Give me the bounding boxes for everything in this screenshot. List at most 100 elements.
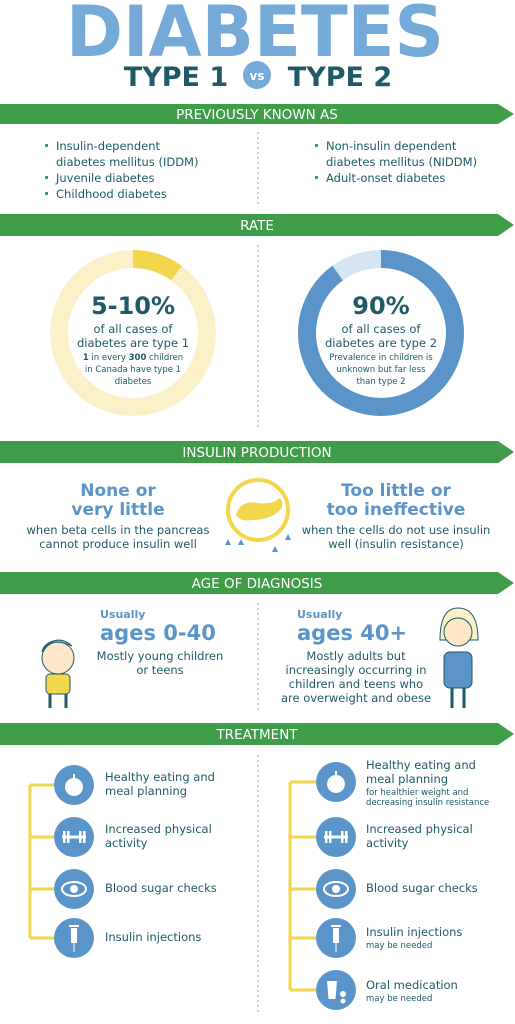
treatment-icon bbox=[54, 869, 94, 909]
treatment-icon bbox=[316, 869, 356, 909]
treatment-text: activity bbox=[105, 836, 148, 850]
rate-text: of all cases of bbox=[341, 322, 421, 336]
stem bbox=[335, 771, 337, 776]
vs-badge bbox=[243, 61, 271, 89]
insulin-text: cannot produce insulin well bbox=[39, 537, 197, 551]
list-item: Non-insulin dependent bbox=[326, 139, 457, 153]
treatment-icon bbox=[54, 765, 94, 805]
list-item: diabetes mellitus (IDDM) bbox=[56, 155, 198, 169]
age-text: increasingly occurring in bbox=[286, 663, 427, 677]
plate bbox=[83, 831, 86, 843]
bullet bbox=[45, 144, 48, 147]
section-heading: PREVIOUSLY KNOWN AS bbox=[176, 107, 338, 123]
treatment-note: may be needed bbox=[366, 941, 432, 951]
treatment-icon bbox=[316, 970, 356, 1010]
bullet bbox=[315, 176, 318, 179]
list-item: Adult-onset diabetes bbox=[326, 171, 445, 185]
section-heading: INSULIN PRODUCTION bbox=[182, 445, 331, 461]
note-part: than type 2 bbox=[356, 377, 405, 387]
pill bbox=[340, 998, 346, 1004]
banner bbox=[0, 723, 514, 745]
insulin-text: when beta cells in the pancreas bbox=[27, 523, 210, 537]
insulin-title: too ineffective bbox=[327, 500, 466, 520]
subtitle: TYPE 2 bbox=[288, 62, 392, 93]
age-text: or teens bbox=[136, 663, 183, 677]
treatment-text: Healthy eating and bbox=[366, 758, 476, 772]
insulin-title: very little bbox=[71, 500, 164, 520]
rate-note: than type 2 bbox=[356, 377, 405, 387]
treatment-note: may be needed bbox=[366, 994, 432, 1004]
bracket bbox=[28, 783, 54, 940]
treatment-text: activity bbox=[366, 836, 409, 850]
glass bbox=[327, 981, 337, 999]
pill bbox=[340, 991, 346, 997]
age-text: children and teens who bbox=[289, 677, 423, 691]
ring-arc bbox=[298, 250, 464, 416]
banner bbox=[0, 104, 514, 124]
section-heading: RATE bbox=[240, 218, 274, 234]
rate-value: 90% bbox=[352, 292, 409, 320]
treatment-icon bbox=[316, 918, 356, 958]
insulin-title: None or bbox=[80, 481, 156, 501]
list-item: Childhood diabetes bbox=[56, 187, 167, 201]
bracket bbox=[288, 780, 316, 992]
treatment-note: decreasing insulin resistance bbox=[366, 798, 489, 808]
plate bbox=[325, 831, 328, 843]
eye bbox=[61, 881, 87, 897]
treatment-note: for healthier weight and bbox=[366, 788, 468, 798]
age-text: are overweight and obese bbox=[281, 691, 431, 705]
ages: ages 40+ bbox=[297, 621, 407, 645]
treatment-icon bbox=[54, 817, 94, 857]
syringe bbox=[333, 928, 339, 943]
treatment-text: meal planning bbox=[366, 772, 448, 786]
note-part: unknown but far less bbox=[337, 365, 427, 375]
banner bbox=[0, 441, 514, 463]
rate-text: diabetes are type 2 bbox=[325, 336, 437, 350]
plunger bbox=[331, 925, 341, 927]
treatment-icon bbox=[316, 762, 356, 802]
apple bbox=[65, 778, 83, 796]
title: DIABETES bbox=[66, 0, 444, 73]
bullet bbox=[45, 192, 48, 195]
vs: vs bbox=[250, 69, 265, 83]
banners bbox=[0, 104, 514, 745]
plunger bbox=[69, 925, 79, 927]
plate bbox=[63, 831, 66, 843]
bullet bbox=[45, 176, 48, 179]
section-heading: AGE OF DIAGNOSIS bbox=[192, 576, 323, 592]
note-part: 300 bbox=[129, 353, 147, 363]
usually: Usually bbox=[297, 608, 342, 621]
pancreas-icon bbox=[225, 478, 291, 552]
treatment-text: Blood sugar checks bbox=[105, 881, 217, 895]
ages: ages 0-40 bbox=[100, 621, 216, 645]
rate-note: in Canada have type 1 bbox=[85, 365, 181, 375]
pupil bbox=[70, 885, 78, 893]
plate bbox=[329, 831, 332, 843]
bar bbox=[324, 835, 348, 839]
adult-figure bbox=[439, 607, 479, 708]
needle bbox=[73, 943, 75, 952]
treatment-icon bbox=[316, 817, 356, 857]
apple bbox=[327, 775, 345, 793]
treatment-text: Insulin injections bbox=[366, 925, 462, 939]
treatment-text: Increased physical bbox=[366, 822, 473, 836]
treatment-text: Oral medication bbox=[366, 978, 458, 992]
treatment-text: Increased physical bbox=[105, 822, 212, 836]
rate-note: 1 in every 300 children bbox=[83, 353, 183, 363]
plate bbox=[67, 831, 70, 843]
child-figure bbox=[41, 639, 75, 708]
eye bbox=[323, 881, 349, 897]
needle bbox=[335, 943, 337, 952]
insulin-text: well (insulin resistance) bbox=[328, 537, 464, 551]
rate-note: Prevalence in children is bbox=[329, 353, 433, 363]
ring-arc bbox=[50, 250, 216, 416]
list-item: Insulin-dependent bbox=[56, 139, 160, 153]
bullet bbox=[315, 144, 318, 147]
plate bbox=[341, 831, 344, 843]
treatment-text: Blood sugar checks bbox=[366, 881, 478, 895]
insulin-text: when the cells do not use insulin bbox=[302, 523, 491, 537]
note-part: children bbox=[146, 353, 183, 363]
banner bbox=[0, 572, 514, 594]
usually: Usually bbox=[100, 608, 145, 621]
